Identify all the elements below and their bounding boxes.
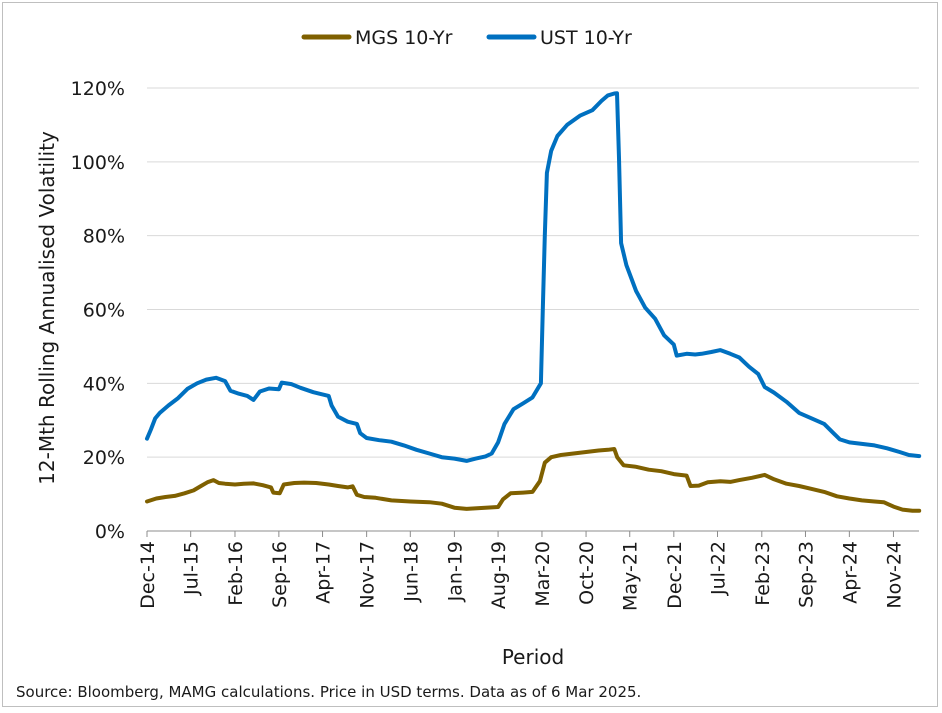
x-tick-label: Jul-22 xyxy=(708,541,730,596)
x-tick-label: Dec-21 xyxy=(664,541,686,609)
legend-label-mgs: MGS 10-Yr xyxy=(355,27,453,49)
volatility-line-chart: 0% 20% 40% 60% 80% 100% 120% Dec-14 Jul-15 Feb-1… xyxy=(16,27,922,701)
gridlines xyxy=(147,87,919,458)
y-tick-label: 20% xyxy=(83,447,125,469)
y-tick-label: 80% xyxy=(83,226,125,248)
series-line-ust xyxy=(145,91,922,463)
x-axis-title: Period xyxy=(502,645,564,669)
x-tick-label: Apr-24 xyxy=(839,541,861,604)
x-tick-label: Jul-15 xyxy=(181,541,203,596)
x-tick-label: Mar-20 xyxy=(532,541,554,607)
series-lines xyxy=(145,91,922,513)
y-axis-title: 12-Mth Rolling Annualised Volatility xyxy=(35,131,59,485)
x-tick-label: Feb-16 xyxy=(225,541,247,606)
legend-label-ust: UST 10-Yr xyxy=(540,27,632,49)
x-tick-label: Feb-23 xyxy=(752,541,774,606)
x-tick-label: Jan-19 xyxy=(444,541,466,602)
x-tick-label: May-21 xyxy=(620,541,642,611)
y-tick-label: 40% xyxy=(83,373,125,395)
x-tick-label: Dec-14 xyxy=(137,541,159,609)
x-tick-label: Sep-16 xyxy=(269,541,291,608)
legend: MGS 10-Yr UST 10-Yr xyxy=(301,27,632,49)
series-line-mgs xyxy=(145,447,922,513)
x-tick-label: Nov-17 xyxy=(357,541,379,609)
x-axis: Dec-14 Jul-15 Feb-16 Sep-16 Apr-17 Nov-17 Jun-… xyxy=(137,530,919,611)
x-tick-label: Aug-19 xyxy=(488,541,510,609)
y-axis-tick-labels: 0% 20% 40% 60% 80% 100% 120% xyxy=(71,78,125,543)
x-tick-label: Nov-24 xyxy=(883,541,905,609)
x-tick-label: Sep-23 xyxy=(795,541,817,608)
y-tick-label: 120% xyxy=(71,78,125,100)
x-tick-label: Jun-18 xyxy=(400,541,422,603)
y-tick-label: 60% xyxy=(83,300,125,322)
x-tick-label: Apr-17 xyxy=(313,541,335,604)
y-tick-label: 100% xyxy=(71,152,125,174)
y-tick-label: 0% xyxy=(95,521,125,543)
source-note: Source: Bloomberg, MAMG calculations. Pr… xyxy=(16,683,641,701)
x-tick-label: Oct-20 xyxy=(576,541,598,605)
